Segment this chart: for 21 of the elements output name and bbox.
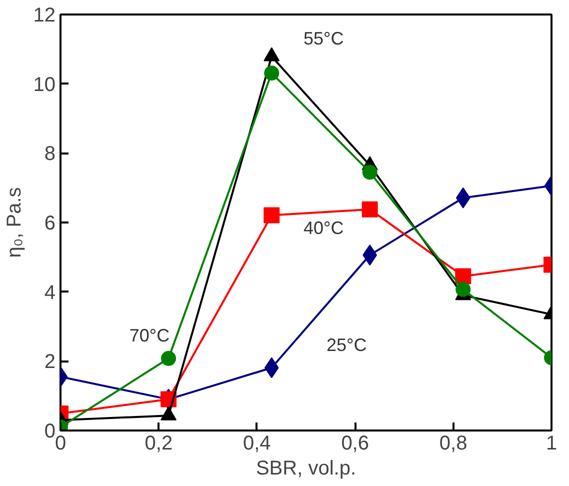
y-tick-label: 6 <box>44 212 56 234</box>
y-tick-label: 4 <box>44 282 56 304</box>
y-tick-label: 8 <box>44 143 56 166</box>
series-label: 70°C <box>129 325 170 346</box>
y-tick-label: 2 <box>44 351 56 374</box>
y-tick-label: 12 <box>33 4 56 26</box>
y-axis-title: η₀, Pa.s <box>3 187 26 258</box>
series-label: 25°C <box>326 334 367 355</box>
point <box>264 207 280 224</box>
x-tick-label: 1 <box>546 432 558 454</box>
series-label: 55°C <box>304 28 344 48</box>
point <box>362 164 378 180</box>
series-label: 40°C <box>304 218 344 238</box>
x-tick-label: 0,8 <box>439 432 468 454</box>
x-tick-label: 0,4 <box>243 432 271 454</box>
point <box>362 201 378 218</box>
x-tick-label: 0,6 <box>341 432 370 454</box>
x-axis-title: SBR, vol.p. <box>256 458 356 480</box>
x-tick-label: 0,2 <box>144 432 173 454</box>
y-tick-label: 10 <box>33 74 56 96</box>
point <box>264 66 280 81</box>
